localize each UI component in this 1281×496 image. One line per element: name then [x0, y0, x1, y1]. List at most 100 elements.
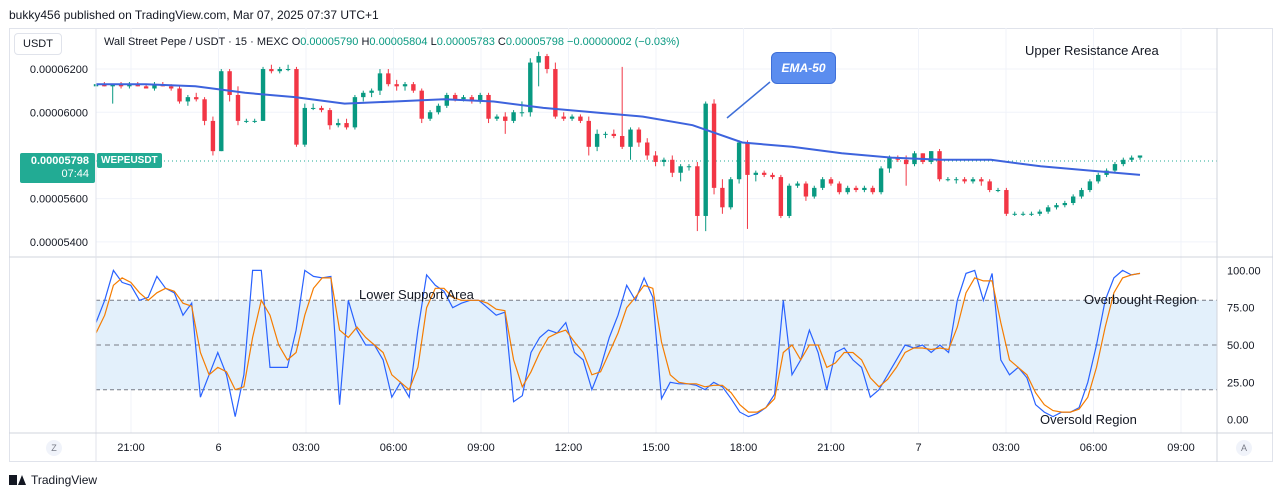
candle — [653, 151, 658, 167]
candle — [486, 92, 491, 124]
candle — [494, 114, 500, 121]
candle — [720, 179, 725, 214]
candle-body — [327, 110, 333, 126]
candle-body — [1020, 213, 1026, 215]
candle — [728, 177, 733, 210]
candle — [227, 69, 232, 102]
candle — [469, 94, 475, 104]
candle-body — [1121, 159, 1126, 165]
overbought-note[interactable]: Overbought Region — [1084, 292, 1197, 307]
candle — [369, 88, 374, 98]
candle — [1054, 202, 1059, 210]
time-tick-label: 6 — [215, 442, 221, 454]
candle-body — [586, 120, 591, 147]
last-price-value: 0.00005798 — [30, 155, 89, 167]
candle-body — [962, 179, 967, 182]
candle-body — [252, 120, 257, 122]
candle-body — [578, 116, 583, 121]
candle — [411, 82, 416, 93]
candle-body — [736, 142, 742, 180]
candle — [1045, 205, 1051, 214]
legend-h-label: H — [361, 36, 370, 48]
candle — [402, 82, 408, 91]
candle — [820, 177, 825, 191]
candle-body — [995, 190, 1001, 192]
candle-body — [1137, 155, 1143, 158]
candle-body — [678, 166, 683, 173]
candle-body — [394, 84, 399, 87]
candle-body — [319, 107, 324, 111]
candle — [803, 181, 809, 201]
candle — [628, 127, 633, 160]
candle-body — [686, 166, 692, 168]
candle-body — [1062, 202, 1068, 206]
candle-body — [945, 179, 951, 181]
footer-brand[interactable]: TradingView — [31, 473, 98, 487]
candle-body — [452, 94, 458, 100]
candle-body — [461, 97, 466, 100]
candle-body — [611, 133, 617, 137]
candle-body — [219, 71, 224, 152]
tradingview-logo-icon[interactable] — [9, 474, 27, 486]
candle-body — [436, 105, 441, 113]
time-tick-label: 21:00 — [817, 442, 845, 454]
candle-body — [102, 84, 107, 87]
candle-body — [670, 159, 675, 173]
stoch-tick-label: 50.00 — [1227, 340, 1255, 352]
legend-low: 0.00005783 — [436, 36, 495, 48]
candle-body — [703, 103, 708, 216]
candle-body — [344, 123, 349, 128]
candle — [269, 64, 274, 74]
ema-callout-pointer — [726, 81, 771, 119]
candle-body — [377, 73, 383, 91]
candle — [945, 177, 951, 182]
candle-body — [1029, 213, 1034, 215]
candle — [202, 97, 207, 126]
candle — [553, 62, 558, 119]
candle-body — [820, 179, 825, 188]
candle — [903, 155, 909, 186]
candle-body — [795, 183, 800, 186]
candle-body — [1112, 164, 1118, 171]
candle-body — [411, 84, 416, 91]
candle — [611, 129, 617, 139]
candle — [277, 66, 282, 74]
candle-body — [1070, 196, 1076, 203]
candle — [812, 185, 817, 199]
candle — [1096, 172, 1101, 184]
time-tick-label: 03:00 — [292, 442, 320, 454]
candle — [987, 179, 992, 193]
footer: TradingView — [9, 470, 97, 490]
candle-body — [1012, 213, 1017, 215]
stoch-axis: 100.00 75.00 50.00 25.00 0.00 — [1227, 265, 1261, 426]
candle-body — [486, 94, 491, 119]
candle-body — [828, 179, 834, 184]
time-tick-label: 21:00 — [117, 442, 145, 454]
upper-resistance-note[interactable]: Upper Resistance Area — [1025, 43, 1159, 58]
candle — [594, 129, 600, 152]
candle-body — [653, 155, 658, 162]
zoom-button[interactable]: Z — [46, 440, 62, 456]
candle — [302, 103, 307, 147]
candle-body — [929, 151, 934, 162]
stoch-tick-label: 0.00 — [1227, 415, 1248, 427]
ema-50-line — [96, 83, 1141, 176]
candle — [185, 94, 191, 106]
candle — [361, 90, 366, 102]
auto-scale-button[interactable]: A — [1236, 440, 1252, 456]
candle — [352, 94, 358, 130]
lower-support-note[interactable]: Lower Support Area — [359, 287, 474, 302]
candle-body — [369, 90, 374, 93]
candle — [578, 114, 583, 124]
oversold-note[interactable]: Oversold Region — [1040, 412, 1137, 427]
candle — [845, 185, 850, 195]
candle — [219, 69, 224, 152]
ema-callout[interactable]: EMA-50 — [771, 52, 836, 84]
candle — [177, 86, 182, 104]
currency-button[interactable]: USDT — [14, 33, 62, 55]
candle-body — [118, 84, 124, 87]
candle-body — [402, 84, 408, 87]
candle-body — [110, 84, 115, 87]
candle-body — [1004, 190, 1009, 214]
